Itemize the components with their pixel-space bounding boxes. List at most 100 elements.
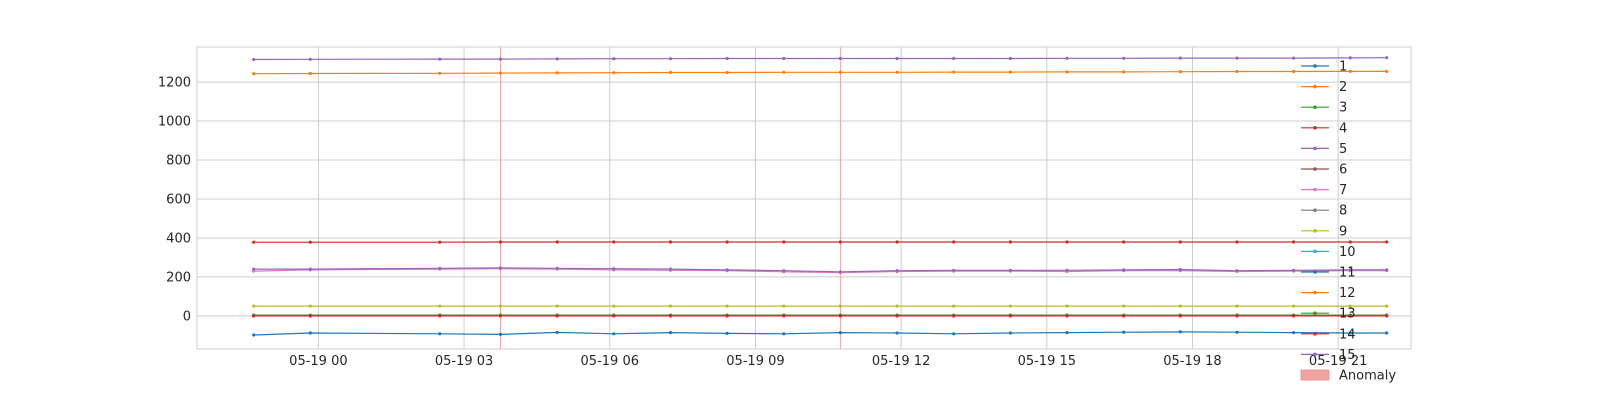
legend-anomaly-swatch (1300, 369, 1330, 381)
x-tick-label: 05-19 03 (435, 354, 493, 369)
data-point (1178, 330, 1182, 334)
data-point (612, 240, 616, 244)
series-line (253, 267, 1387, 273)
data-point (555, 314, 559, 318)
data-point (555, 304, 559, 308)
data-point (1008, 304, 1013, 308)
legend-marker (1313, 105, 1317, 109)
data-point (1348, 304, 1352, 308)
data-point (1065, 240, 1069, 244)
data-point (1008, 314, 1013, 318)
legend-item: 14 (1301, 327, 1356, 342)
data-point (1292, 314, 1296, 318)
data-point (308, 57, 312, 61)
legend-label: 12 (1339, 286, 1356, 301)
data-point (1292, 69, 1296, 74)
data-point (308, 71, 312, 76)
data-point (252, 314, 256, 318)
data-point (498, 71, 503, 75)
data-point (1235, 314, 1239, 318)
legend-label: 13 (1339, 307, 1356, 322)
x-tick-label: 05-19 09 (726, 354, 784, 369)
data-point (555, 57, 559, 61)
data-point (498, 57, 503, 61)
data-point (782, 56, 786, 61)
legend-item: 6 (1301, 163, 1347, 178)
x-tick-label: 05-19 18 (1163, 354, 1221, 369)
data-point (725, 56, 729, 61)
data-point (1348, 268, 1352, 272)
data-point (838, 56, 843, 61)
x-tick-label: 05-19 21 (1309, 354, 1367, 369)
data-point (782, 269, 786, 273)
legend-item: 12 (1301, 286, 1356, 301)
data-point (438, 240, 442, 244)
series-15 (252, 266, 1389, 274)
data-point (308, 240, 312, 244)
data-point (555, 330, 559, 334)
data-point (895, 269, 899, 273)
legend-marker (1313, 352, 1317, 357)
data-point (612, 57, 616, 61)
data-point (555, 240, 559, 244)
data-point (782, 332, 786, 336)
data-point (895, 70, 899, 74)
data-point (438, 314, 442, 318)
data-point (838, 331, 843, 335)
data-point (1178, 56, 1182, 60)
y-tick-label: 400 (166, 231, 191, 246)
legend-item-anomaly: Anomaly (1300, 369, 1396, 384)
data-point (782, 314, 786, 318)
y-tick-label: 1200 (158, 76, 191, 91)
data-point (668, 314, 673, 318)
data-point (1292, 240, 1296, 244)
legend-label: 7 (1339, 183, 1347, 198)
data-point (1065, 314, 1069, 318)
data-point (952, 332, 956, 336)
legend-label: 11 (1339, 266, 1356, 281)
data-point (895, 331, 899, 335)
data-point (555, 266, 559, 270)
legend-label: 5 (1339, 142, 1347, 157)
y-tick-label: 600 (166, 192, 191, 207)
legend-item: 3 (1301, 101, 1347, 116)
legend-marker (1313, 290, 1317, 295)
legend-marker (1313, 64, 1317, 68)
data-point (725, 268, 729, 272)
data-point (1235, 69, 1239, 74)
data-point (668, 304, 673, 308)
y-axis-ticks: 0 200 400 600 800 1000 1200 (158, 76, 191, 325)
series-2 (252, 69, 1389, 76)
data-point (1178, 314, 1182, 318)
legend-label: 9 (1339, 224, 1347, 239)
data-point (438, 71, 442, 75)
data-point (782, 70, 786, 74)
legend-item: 15 (1301, 348, 1356, 363)
legend-label: 14 (1339, 327, 1356, 342)
data-point (1385, 56, 1389, 60)
data-point (252, 267, 256, 271)
data-point (952, 240, 956, 244)
data-point (1292, 331, 1296, 335)
data-point (498, 332, 503, 336)
data-point (1178, 304, 1182, 308)
data-point (725, 331, 729, 335)
data-point (782, 304, 786, 308)
data-point (1065, 331, 1069, 335)
data-point (1008, 268, 1013, 272)
data-point (612, 71, 616, 75)
x-tick-label: 05-19 06 (581, 354, 639, 369)
data-point (252, 240, 256, 244)
data-point (1008, 331, 1013, 335)
data-point (612, 267, 616, 271)
legend-label: 1 (1339, 60, 1347, 75)
data-point (1065, 70, 1069, 74)
legend-item: 8 (1301, 204, 1347, 219)
data-point (1235, 269, 1239, 273)
legend-item: 1 (1301, 60, 1347, 75)
data-point (952, 268, 956, 272)
data-point (668, 331, 673, 335)
data-point (1065, 56, 1069, 60)
x-tick-label: 05-19 00 (289, 354, 347, 369)
